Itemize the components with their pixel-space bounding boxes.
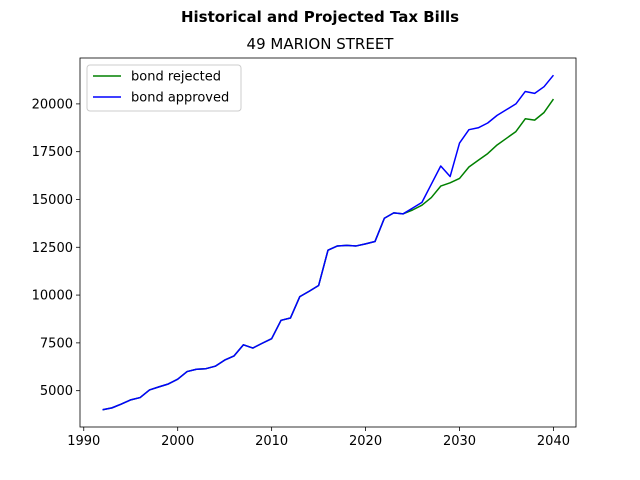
x-tick-label: 2040 <box>537 434 570 449</box>
y-tick-label: 12500 <box>32 241 73 256</box>
axes-frame <box>79 57 577 428</box>
y-tick-label: 7500 <box>40 336 73 351</box>
y-tick-label: 20000 <box>32 97 73 112</box>
y-tick-label: 15000 <box>32 193 73 208</box>
series-line-bond-approved <box>102 74 555 411</box>
x-tick-label: 2010 <box>255 434 288 449</box>
legend-label-bond-rejected: bond rejected <box>131 70 221 85</box>
x-tick-label: 2020 <box>349 434 382 449</box>
y-tick-label: 10000 <box>32 289 73 304</box>
y-tick-label: 5000 <box>40 384 73 399</box>
y-tick-label: 17500 <box>32 145 73 160</box>
series-line-bond-rejected <box>102 98 555 411</box>
chart-title: Historical and Projected Tax Bills <box>180 8 460 26</box>
legend-box <box>86 64 242 112</box>
x-tick-label: 1990 <box>67 434 100 449</box>
chart-subtitle: 49 MARION STREET <box>246 35 394 53</box>
x-tick-label: 2000 <box>161 434 194 449</box>
x-tick-label: 2030 <box>443 434 476 449</box>
legend-label-bond-approved: bond approved <box>131 91 229 106</box>
